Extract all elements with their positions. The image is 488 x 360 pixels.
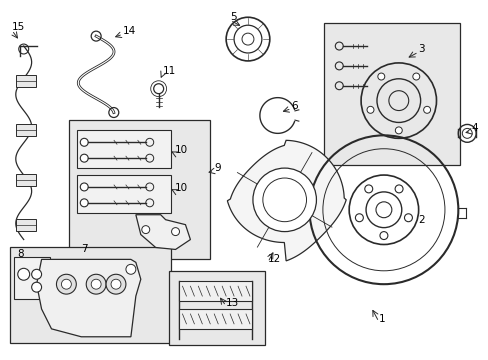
- Circle shape: [394, 127, 402, 134]
- Circle shape: [61, 279, 71, 289]
- Text: 13: 13: [225, 298, 239, 308]
- Circle shape: [56, 274, 76, 294]
- Circle shape: [18, 268, 30, 280]
- Circle shape: [91, 279, 101, 289]
- Polygon shape: [178, 309, 251, 329]
- Circle shape: [86, 274, 106, 294]
- Circle shape: [80, 154, 88, 162]
- Circle shape: [126, 264, 136, 274]
- Text: 4: 4: [470, 123, 477, 134]
- Text: 12: 12: [267, 255, 281, 264]
- Circle shape: [364, 185, 372, 193]
- Circle shape: [32, 269, 41, 279]
- Circle shape: [252, 168, 316, 231]
- Circle shape: [80, 183, 88, 191]
- Circle shape: [32, 282, 41, 292]
- Text: 1: 1: [378, 314, 385, 324]
- Circle shape: [379, 231, 387, 239]
- Circle shape: [404, 214, 411, 222]
- Text: 5: 5: [230, 12, 236, 22]
- Polygon shape: [136, 215, 190, 249]
- Text: 11: 11: [163, 66, 176, 76]
- Circle shape: [80, 138, 88, 146]
- Circle shape: [412, 73, 419, 80]
- Bar: [14, 257, 49, 299]
- Text: 15: 15: [12, 22, 25, 32]
- Polygon shape: [227, 140, 346, 261]
- Bar: [77, 130, 170, 168]
- Text: 9: 9: [214, 163, 221, 173]
- Bar: [69, 121, 210, 260]
- Circle shape: [423, 106, 430, 113]
- Bar: [16, 174, 36, 186]
- Text: 2: 2: [418, 215, 425, 225]
- Bar: [77, 175, 170, 213]
- Bar: [16, 75, 36, 87]
- Text: 10: 10: [174, 145, 187, 155]
- Bar: [16, 219, 36, 231]
- Circle shape: [366, 106, 373, 113]
- Text: 14: 14: [122, 26, 136, 36]
- Text: 3: 3: [418, 44, 425, 54]
- Circle shape: [355, 214, 363, 222]
- Circle shape: [80, 199, 88, 207]
- Polygon shape: [178, 281, 251, 301]
- Text: 6: 6: [291, 100, 298, 111]
- Text: 7: 7: [81, 244, 88, 255]
- Circle shape: [142, 226, 149, 234]
- Circle shape: [377, 73, 384, 80]
- Polygon shape: [37, 260, 141, 337]
- Bar: [168, 271, 264, 345]
- Circle shape: [111, 279, 121, 289]
- Circle shape: [106, 274, 126, 294]
- Text: 8: 8: [17, 249, 23, 260]
- Circle shape: [171, 228, 179, 235]
- Circle shape: [394, 185, 402, 193]
- Bar: [324, 23, 459, 165]
- Text: 10: 10: [174, 183, 187, 193]
- Bar: [16, 125, 36, 136]
- Bar: [10, 247, 170, 343]
